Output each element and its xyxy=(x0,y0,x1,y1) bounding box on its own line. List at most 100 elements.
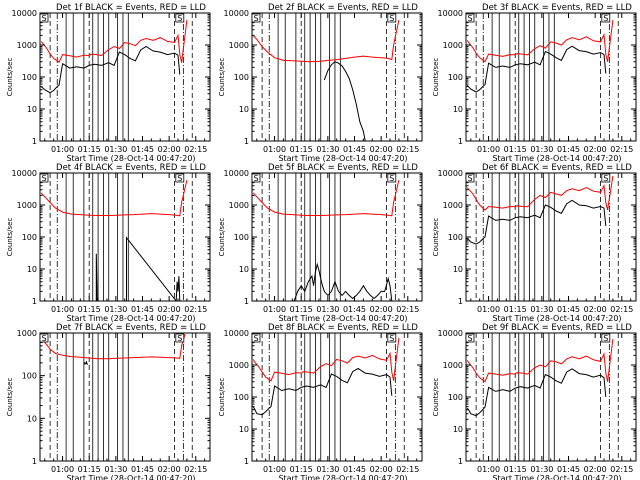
x-tick-label: 01:45 xyxy=(131,145,154,154)
saa-marker-box xyxy=(601,173,611,183)
saa-marker-box xyxy=(175,333,185,343)
saa-marker-label: S xyxy=(177,14,182,23)
saa-marker-label: S xyxy=(603,334,608,343)
x-axis-label: Start Time (28-Oct-14 00:47:20) xyxy=(278,154,407,163)
y-tick-label: 100 xyxy=(234,73,249,82)
x-axis-label: Start Time (28-Oct-14 00:47:20) xyxy=(66,314,195,323)
x-tick-label: 01:00 xyxy=(263,145,286,154)
saa-marker-box xyxy=(175,13,185,23)
y-axis-label: Counts/sec xyxy=(6,58,14,97)
y-tick-label: 1000 xyxy=(443,201,463,210)
saa-marker-label: S xyxy=(41,174,46,183)
y-axis-label: Counts/sec xyxy=(432,378,440,417)
x-tick-label: 02:15 xyxy=(396,145,419,154)
saa-marker-box xyxy=(251,13,261,23)
x-tick-label: 01:45 xyxy=(131,305,154,314)
y-tick-label: 1000 xyxy=(229,201,249,210)
saa-marker-label: S xyxy=(389,14,394,23)
saa-marker-label: S xyxy=(253,174,258,183)
saa-marker-box xyxy=(387,333,397,343)
y-tick-label: 10000 xyxy=(224,169,249,178)
saa-marker-box xyxy=(175,173,185,183)
panel-3f: 1 10 100 1000 10000 01:00 01:15 01:30 01:45 02:00… xyxy=(432,3,637,163)
y-tick-label: 1 xyxy=(32,137,37,146)
lld-series-line xyxy=(40,179,188,217)
y-tick-label: 1 xyxy=(32,297,37,306)
x-tick-label: 01:30 xyxy=(316,465,339,474)
saa-marker-box xyxy=(387,13,397,23)
saa-marker-label: S xyxy=(467,174,472,183)
y-tick-label: 10 xyxy=(239,105,249,114)
y-tick-label: 10000 xyxy=(438,169,463,178)
x-axis-label: Start Time (28-Oct-14 00:47:20) xyxy=(278,474,407,480)
y-axis-label: Counts/sec xyxy=(218,378,226,417)
panel-title: Det 5f BLACK = Events, RED = LLD xyxy=(268,163,418,173)
plot-frame xyxy=(39,12,211,142)
saa-marker-label: S xyxy=(253,334,258,343)
y-tick-label: 10 xyxy=(239,265,249,274)
y-tick-label: 10 xyxy=(27,265,37,274)
lld-series-line xyxy=(466,20,614,63)
x-tick-label: 01:00 xyxy=(477,305,500,314)
x-tick-label: 02:00 xyxy=(584,305,607,314)
events-series-line xyxy=(293,262,393,301)
x-tick-label: 01:15 xyxy=(290,145,313,154)
panel-5f: 1 10 100 1000 10000 01:00 01:15 01:30 01:45 02:00… xyxy=(218,163,423,323)
panel-title: Det 2f BLACK = Events, RED = LLD xyxy=(268,3,418,13)
x-tick-label: 01:00 xyxy=(263,465,286,474)
y-axis-label: Counts/sec xyxy=(432,58,440,97)
plot-frame xyxy=(39,332,211,462)
x-tick-label: 01:45 xyxy=(131,465,154,474)
events-series-line xyxy=(83,360,88,366)
x-tick-label: 01:00 xyxy=(51,305,74,314)
events-series-line xyxy=(466,368,607,417)
y-tick-label: 100 xyxy=(22,73,37,82)
x-tick-label: 01:45 xyxy=(343,305,366,314)
x-tick-label: 02:15 xyxy=(184,305,207,314)
x-tick-label: 02:00 xyxy=(370,465,393,474)
y-tick-label: 1 xyxy=(458,137,463,146)
x-tick-label: 02:00 xyxy=(584,145,607,154)
lld-series-line xyxy=(40,333,186,360)
events-series-line xyxy=(466,45,607,93)
saa-marker-box xyxy=(39,13,49,23)
y-tick-label: 100 xyxy=(448,233,463,242)
x-tick-label: 01:45 xyxy=(343,145,366,154)
lld-series-line xyxy=(252,337,400,382)
y-tick-label: 10 xyxy=(453,265,463,274)
x-tick-label: 01:30 xyxy=(316,145,339,154)
y-axis-label: Counts/sec xyxy=(218,58,226,97)
x-tick-label: 02:15 xyxy=(396,305,419,314)
events-series-line xyxy=(95,236,181,301)
y-tick-label: 1 xyxy=(244,457,249,466)
x-tick-label: 01:00 xyxy=(477,465,500,474)
y-tick-label: 1000 xyxy=(229,361,249,370)
saa-marker-box xyxy=(39,173,49,183)
x-tick-label: 02:15 xyxy=(610,305,633,314)
x-tick-label: 01:00 xyxy=(263,305,286,314)
panel-title: Det 1f BLACK = Events, RED = LLD xyxy=(56,3,206,13)
y-axis-label: Counts/sec xyxy=(6,218,14,257)
x-axis-label: Start Time (28-Oct-14 00:47:20) xyxy=(492,154,621,163)
x-tick-label: 02:15 xyxy=(184,465,207,474)
x-tick-label: 01:45 xyxy=(557,305,580,314)
x-tick-label: 01:45 xyxy=(343,465,366,474)
saa-marker-box xyxy=(251,333,261,343)
x-tick-label: 02:15 xyxy=(396,465,419,474)
x-tick-label: 01:15 xyxy=(290,465,313,474)
plot-frame xyxy=(465,332,637,462)
saa-marker-label: S xyxy=(389,174,394,183)
x-tick-label: 01:15 xyxy=(78,305,101,314)
x-tick-label: 01:00 xyxy=(51,145,74,154)
y-tick-label: 1 xyxy=(458,457,463,466)
y-tick-label: 10000 xyxy=(12,169,37,178)
saa-marker-box xyxy=(601,13,611,23)
y-tick-label: 10000 xyxy=(438,9,463,18)
x-tick-label: 01:15 xyxy=(290,305,313,314)
y-axis-label: Counts/sec xyxy=(6,378,14,417)
x-tick-label: 02:00 xyxy=(158,305,181,314)
x-tick-label: 01:00 xyxy=(477,145,500,154)
saa-marker-label: S xyxy=(177,174,182,183)
saa-marker-label: S xyxy=(467,334,472,343)
panel-7f: 1 10 100 1000 01:00 01:15 01:30 01:45 02:00 02:15… xyxy=(6,323,211,480)
